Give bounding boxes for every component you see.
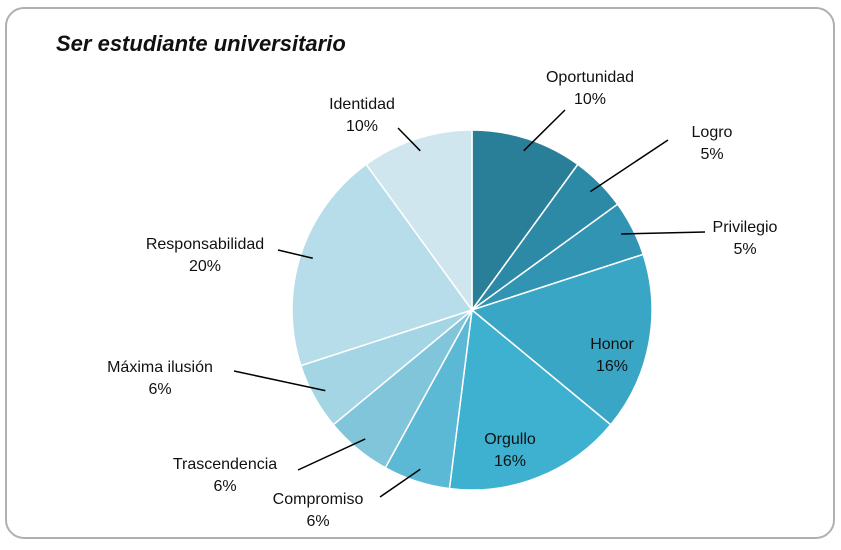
chart-title: Ser estudiante universitario bbox=[56, 31, 346, 56]
leader-line bbox=[233, 370, 326, 392]
leader-line bbox=[589, 139, 669, 193]
slice-value-label: 10% bbox=[574, 91, 606, 108]
leader-line bbox=[277, 249, 313, 260]
slice-value-label: 5% bbox=[700, 146, 723, 163]
slice-value-label: 10% bbox=[346, 118, 378, 135]
slice-label: Trascendencia bbox=[173, 456, 277, 473]
leader-line bbox=[397, 127, 421, 152]
pie-slice bbox=[470, 253, 653, 426]
slice-value-label: 6% bbox=[213, 478, 236, 495]
slice-label: Privilegio bbox=[713, 219, 778, 236]
leader-line bbox=[621, 231, 706, 235]
slice-value-label: 16% bbox=[494, 453, 526, 470]
slice-value-label: 20% bbox=[189, 258, 221, 275]
slice-label: Identidad bbox=[329, 96, 395, 113]
pie-slice bbox=[448, 308, 612, 491]
pie-slice bbox=[471, 129, 579, 313]
slice-label: Oportunidad bbox=[546, 69, 634, 86]
leader-line bbox=[379, 468, 421, 498]
leader-line bbox=[297, 438, 366, 471]
slice-label: Logro bbox=[692, 124, 733, 141]
slice-label: Honor bbox=[590, 336, 634, 353]
pie-slice bbox=[365, 129, 473, 313]
slice-label: Responsabilidad bbox=[146, 236, 264, 253]
slice-value-label: 6% bbox=[148, 381, 171, 398]
slice-label: Orgullo bbox=[484, 431, 536, 448]
leader-line bbox=[523, 109, 566, 152]
slice-value-label: 16% bbox=[596, 358, 628, 375]
slice-value-label: 6% bbox=[306, 513, 329, 530]
slice-label: Compromiso bbox=[273, 491, 364, 508]
slice-value-label: 5% bbox=[733, 241, 756, 258]
pie-slice bbox=[291, 163, 474, 367]
slice-label: Máxima ilusión bbox=[107, 359, 213, 376]
